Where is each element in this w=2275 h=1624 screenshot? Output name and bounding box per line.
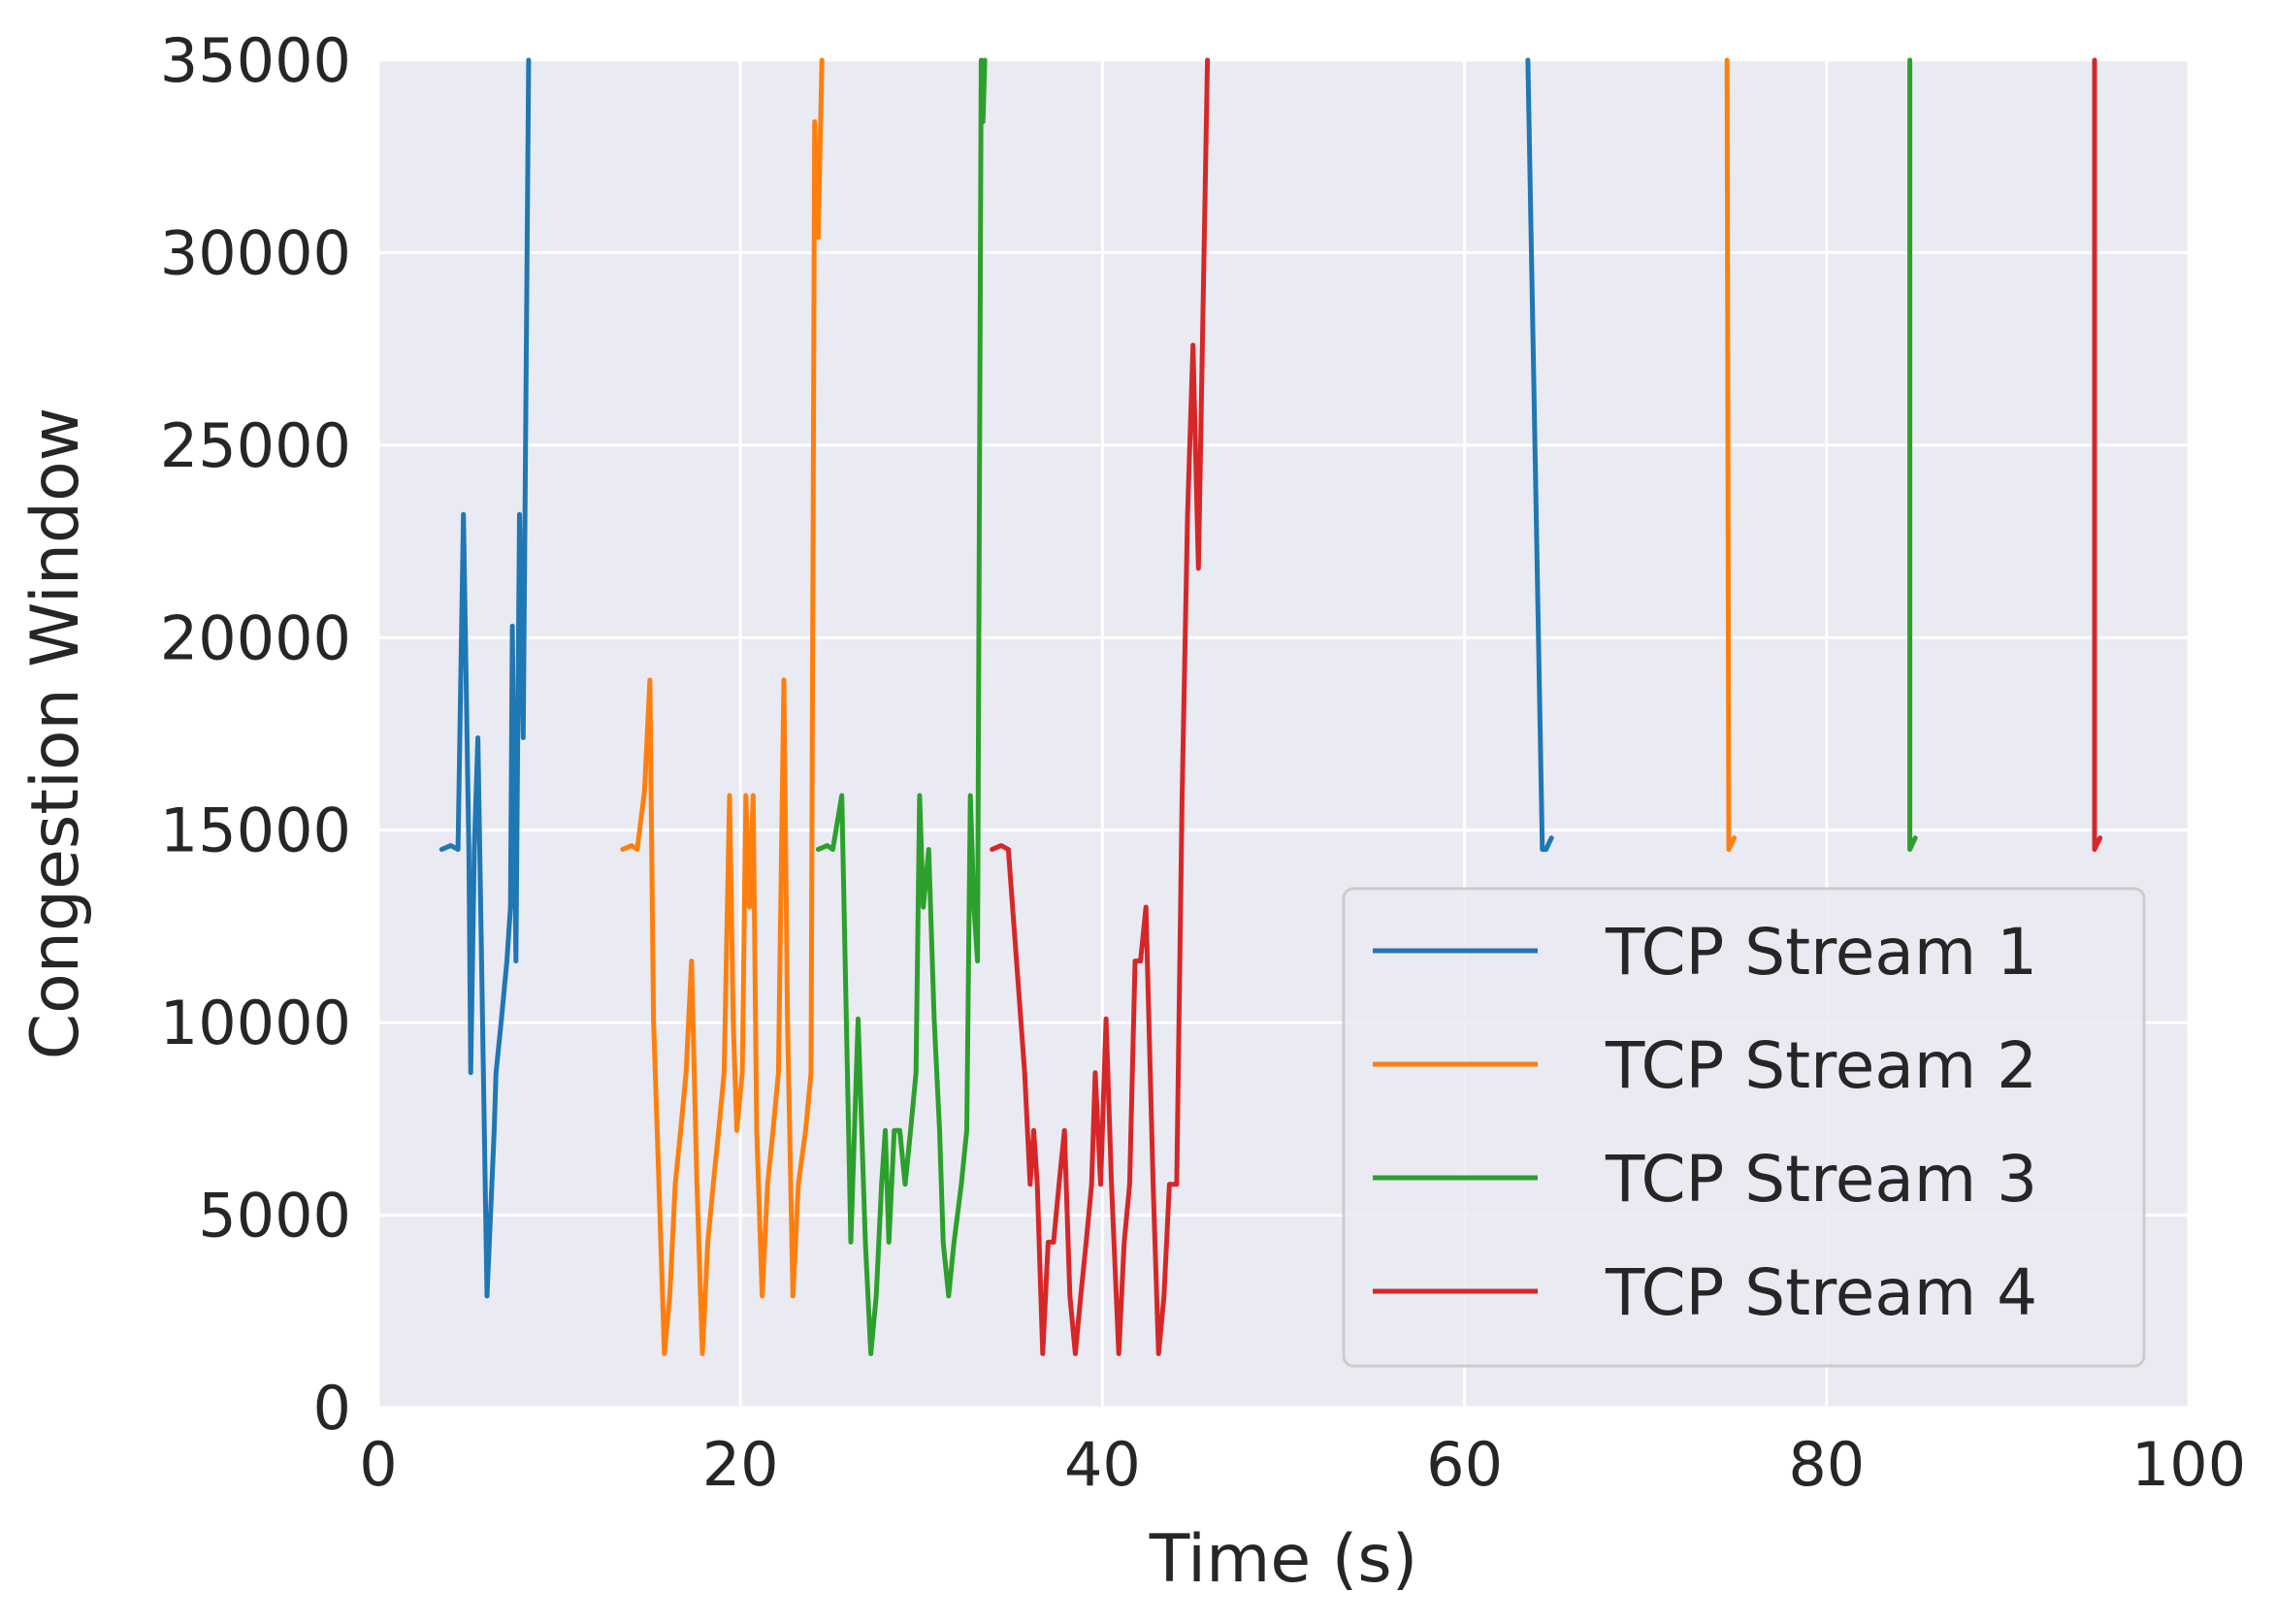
series-line-4	[990, 57, 2103, 1356]
x-tick-labels: 0 20 40 60 80 100	[359, 1429, 2246, 1500]
series-layer	[439, 57, 2103, 1356]
series-line-1	[439, 57, 1554, 1299]
y-tick-label: 30000	[160, 217, 351, 288]
legend-box	[1342, 887, 2146, 1368]
x-tick-label: 60	[1426, 1429, 1503, 1500]
legend-label-1: TCP Stream 1	[1605, 915, 2037, 990]
x-tick-label: 80	[1788, 1429, 1865, 1500]
x-tick-label: 20	[702, 1429, 779, 1500]
y-tick-label: 20000	[160, 602, 351, 673]
y-tick-label: 25000	[160, 410, 351, 481]
y-tick-label: 0	[313, 1373, 351, 1444]
y-tick-label: 35000	[160, 25, 351, 96]
x-tick-label: 100	[2131, 1429, 2246, 1500]
y-tick-labels: 0 5000 10000 15000 20000 25000 30000 35000	[160, 25, 351, 1444]
legend: TCP Stream 1 TCP Stream 2 TCP Stream 3 TCP …	[1342, 887, 2146, 1368]
legend-label-2: TCP Stream 2	[1605, 1028, 2037, 1103]
y-tick-label: 5000	[198, 1181, 351, 1251]
x-tick-label: 40	[1064, 1429, 1141, 1500]
series-line-2	[620, 57, 1738, 1356]
x-axis-label: Time (s)	[1149, 1521, 1418, 1598]
y-tick-label: 15000	[160, 796, 351, 866]
legend-label-3: TCP Stream 3	[1605, 1142, 2037, 1217]
y-axis-label: Congestion Window	[17, 407, 94, 1060]
legend-label-4: TCP Stream 4	[1605, 1255, 2037, 1330]
grid-lines	[376, 58, 2191, 1410]
x-tick-label: 0	[359, 1429, 397, 1500]
y-tick-label: 10000	[160, 988, 351, 1058]
series-line-3	[815, 57, 1918, 1356]
